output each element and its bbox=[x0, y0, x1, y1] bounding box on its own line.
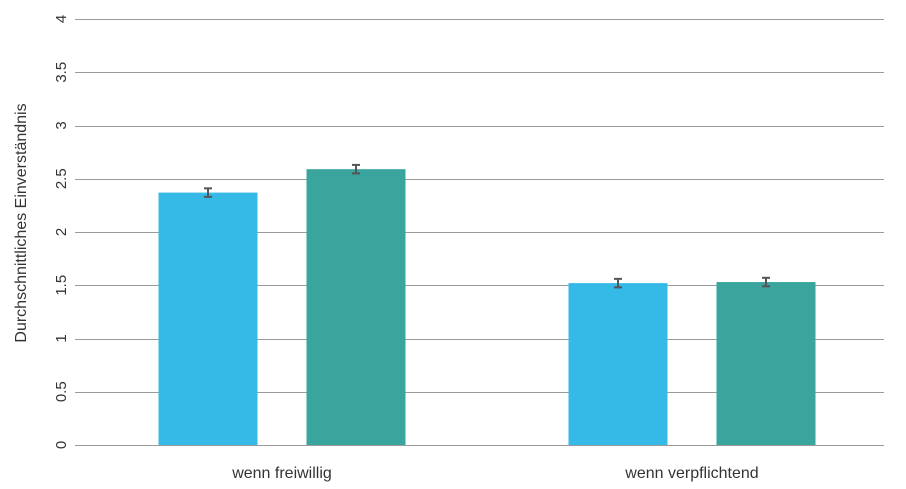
error-bars bbox=[204, 163, 770, 289]
y-tick-label: 0.5 bbox=[53, 381, 70, 402]
x-category-label: wenn verpflichtend bbox=[624, 465, 758, 482]
y-tick-label: 3 bbox=[53, 121, 70, 129]
bar bbox=[568, 283, 668, 445]
y-tick-label: 3.5 bbox=[53, 62, 70, 83]
y-tick-label: 0 bbox=[53, 441, 70, 449]
error-bar bbox=[614, 277, 622, 289]
y-tick-label: 1.5 bbox=[53, 275, 70, 296]
y-tick-label: 1 bbox=[53, 334, 70, 342]
error-bar bbox=[762, 276, 770, 288]
error-bar bbox=[352, 163, 360, 175]
bar bbox=[306, 169, 406, 446]
y-tick-label: 2 bbox=[53, 228, 70, 236]
y-tick-labels: 0 0.5 1 1.5 2 2.5 3 3.5 4 bbox=[53, 15, 70, 449]
x-category-label: wenn freiwillig bbox=[231, 465, 332, 482]
y-tick-label: 4 bbox=[53, 15, 70, 23]
error-bar bbox=[204, 187, 212, 198]
y-axis-title: Durchschnittliches Einverständnis bbox=[13, 103, 30, 342]
y-tick-label: 2.5 bbox=[53, 168, 70, 189]
x-category-labels: wenn freiwillig wenn verpflichtend bbox=[231, 465, 759, 482]
bars bbox=[158, 169, 816, 446]
bar bbox=[158, 192, 258, 445]
bar bbox=[716, 282, 816, 445]
